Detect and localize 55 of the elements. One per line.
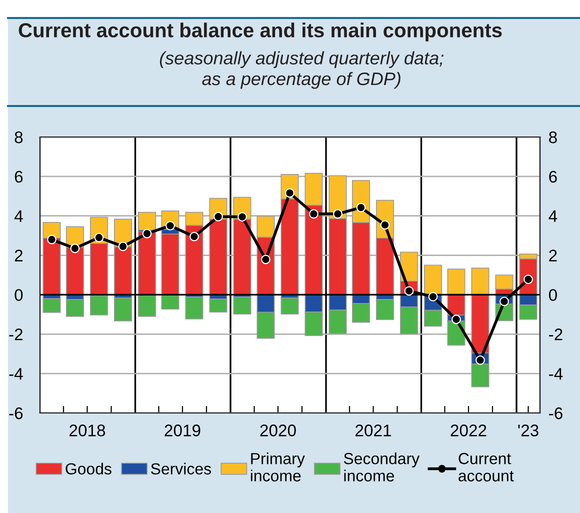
bar [280, 298, 299, 314]
x-tick-label: 2020 [260, 424, 296, 436]
point [166, 220, 175, 230]
y2-tick-label: -4 [549, 368, 563, 380]
legend-label: Secondary income [344, 452, 420, 482]
point [500, 296, 509, 306]
legend-label: Current account [458, 452, 514, 482]
bar [376, 299, 394, 320]
point [333, 209, 342, 219]
bar [114, 298, 132, 322]
y-tick-label: -6 [9, 407, 23, 420]
point [309, 209, 318, 219]
x-tick-label: 2019 [164, 424, 200, 436]
y-tick-label: 6 [14, 170, 23, 183]
y-tick-label: 2 [14, 250, 22, 262]
y2-tick-label: -6 [549, 407, 562, 420]
y-tick-label: -2 [9, 328, 22, 340]
legend-label: Primary income [250, 452, 305, 482]
bar [233, 296, 252, 314]
chart-title: Current account balance and its main components [18, 22, 502, 42]
y2-tick-label: -2 [549, 328, 562, 340]
point [428, 292, 438, 302]
y2-tick-label: 0 [548, 289, 557, 301]
point [142, 228, 152, 238]
bar [185, 296, 204, 320]
y-tick-label: 0 [14, 289, 23, 301]
y2-tick-label: 2 [549, 250, 557, 262]
y-tick-label: 4 [14, 210, 23, 222]
point [238, 212, 247, 222]
point [380, 220, 390, 230]
point [214, 212, 223, 222]
bar [42, 298, 61, 313]
legend-label: Services [151, 462, 211, 474]
y-tick-label: -4 [9, 368, 23, 380]
point [190, 232, 199, 242]
bar [66, 299, 84, 317]
x-tick-label: 2022 [450, 424, 486, 436]
y-tick-label: 8 [14, 131, 23, 144]
point [356, 202, 366, 212]
point [261, 254, 270, 264]
point [94, 232, 104, 242]
x-tick-label: '23 [518, 424, 538, 436]
x-tick-label: 2021 [356, 424, 391, 436]
point [70, 244, 80, 254]
legend-label: Goods [66, 462, 112, 474]
y2-tick-label: 4 [548, 210, 558, 222]
point [118, 242, 128, 252]
point [285, 188, 294, 198]
y2-tick-label: 6 [549, 170, 557, 183]
point [47, 234, 56, 244]
point [452, 314, 461, 324]
x-tick-label: 2018 [70, 424, 106, 436]
y2-tick-label: 8 [549, 131, 557, 144]
bar [209, 298, 228, 312]
chart-subtitle: (seasonally adjusted quarterly data; as a percentage of GDP) [160, 51, 444, 89]
